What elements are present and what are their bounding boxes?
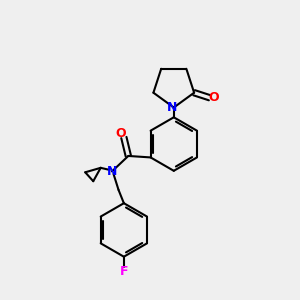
Text: O: O bbox=[208, 91, 219, 104]
Text: N: N bbox=[167, 101, 178, 114]
Text: F: F bbox=[120, 265, 128, 278]
Text: O: O bbox=[115, 127, 126, 140]
Text: N: N bbox=[107, 165, 117, 178]
